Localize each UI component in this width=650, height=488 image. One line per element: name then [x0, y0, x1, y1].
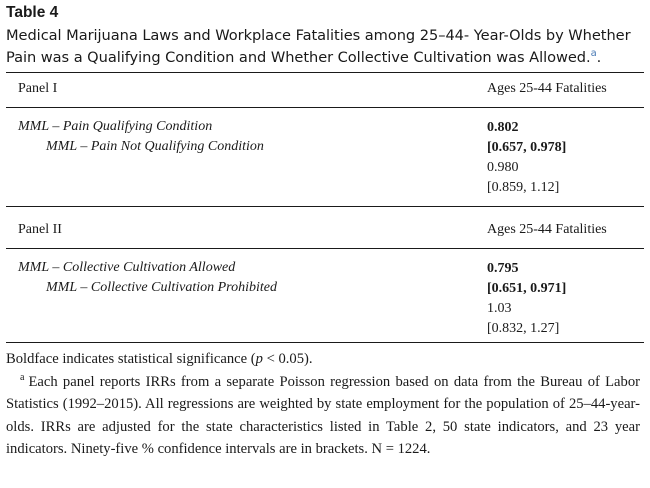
- table-label: Table 4: [6, 4, 59, 21]
- confidence-interval: [0.651, 0.971]: [487, 281, 567, 296]
- caption-end-period: .: [596, 49, 602, 66]
- table-caption-line-2-text: Pain was a Qualifying Condition and Whet…: [6, 49, 591, 66]
- header-rule: [6, 248, 644, 249]
- column-header: Ages 25-44 Fatalities: [487, 81, 607, 96]
- significance-note-threshold: < 0.05).: [262, 351, 313, 367]
- estimate-value: 0.795: [487, 261, 519, 276]
- column-header: Ages 25-44 Fatalities: [487, 222, 607, 237]
- estimate-value: 0.980: [487, 160, 519, 175]
- row-label: MML – Pain Qualifying Condition: [18, 119, 213, 134]
- confidence-interval: [0.859, 1.12]: [487, 180, 560, 195]
- table-bottom-rule: [6, 342, 644, 343]
- row-label: MML – Collective Cultivation Prohibited: [46, 280, 277, 295]
- table-top-rule: [6, 72, 644, 73]
- panel-separator-rule: [6, 206, 644, 207]
- footnote-marker: a: [20, 371, 25, 383]
- significance-note: Boldface indicates statistical significa…: [6, 348, 640, 371]
- p-symbol: p: [255, 351, 263, 367]
- table-caption-line-2: Pain was a Qualifying Condition and Whet…: [6, 49, 601, 66]
- confidence-interval: [0.657, 0.978]: [487, 140, 567, 155]
- estimate-value: 1.03: [487, 301, 512, 316]
- confidence-interval: [0.832, 1.27]: [487, 321, 560, 336]
- caption-footnote-link[interactable]: a: [590, 48, 597, 60]
- estimate-value: 0.802: [487, 120, 519, 135]
- header-rule: [6, 107, 644, 108]
- footnote-a: a Each panel reports IRRs from a separate…: [6, 371, 640, 461]
- panel-label: Panel I: [18, 81, 58, 96]
- table-caption-line-1: Medical Marijuana Laws and Workplace Fat…: [6, 27, 631, 44]
- row-label: MML – Collective Cultivation Allowed: [18, 260, 236, 275]
- table-notes: Boldface indicates statistical significa…: [6, 348, 640, 461]
- footnote-text: Each panel reports IRRs from a separate …: [6, 373, 640, 458]
- row-label: MML – Pain Not Qualifying Condition: [46, 139, 264, 154]
- panel-label: Panel II: [18, 222, 62, 237]
- significance-note-text: Boldface indicates statistical significa…: [6, 351, 256, 367]
